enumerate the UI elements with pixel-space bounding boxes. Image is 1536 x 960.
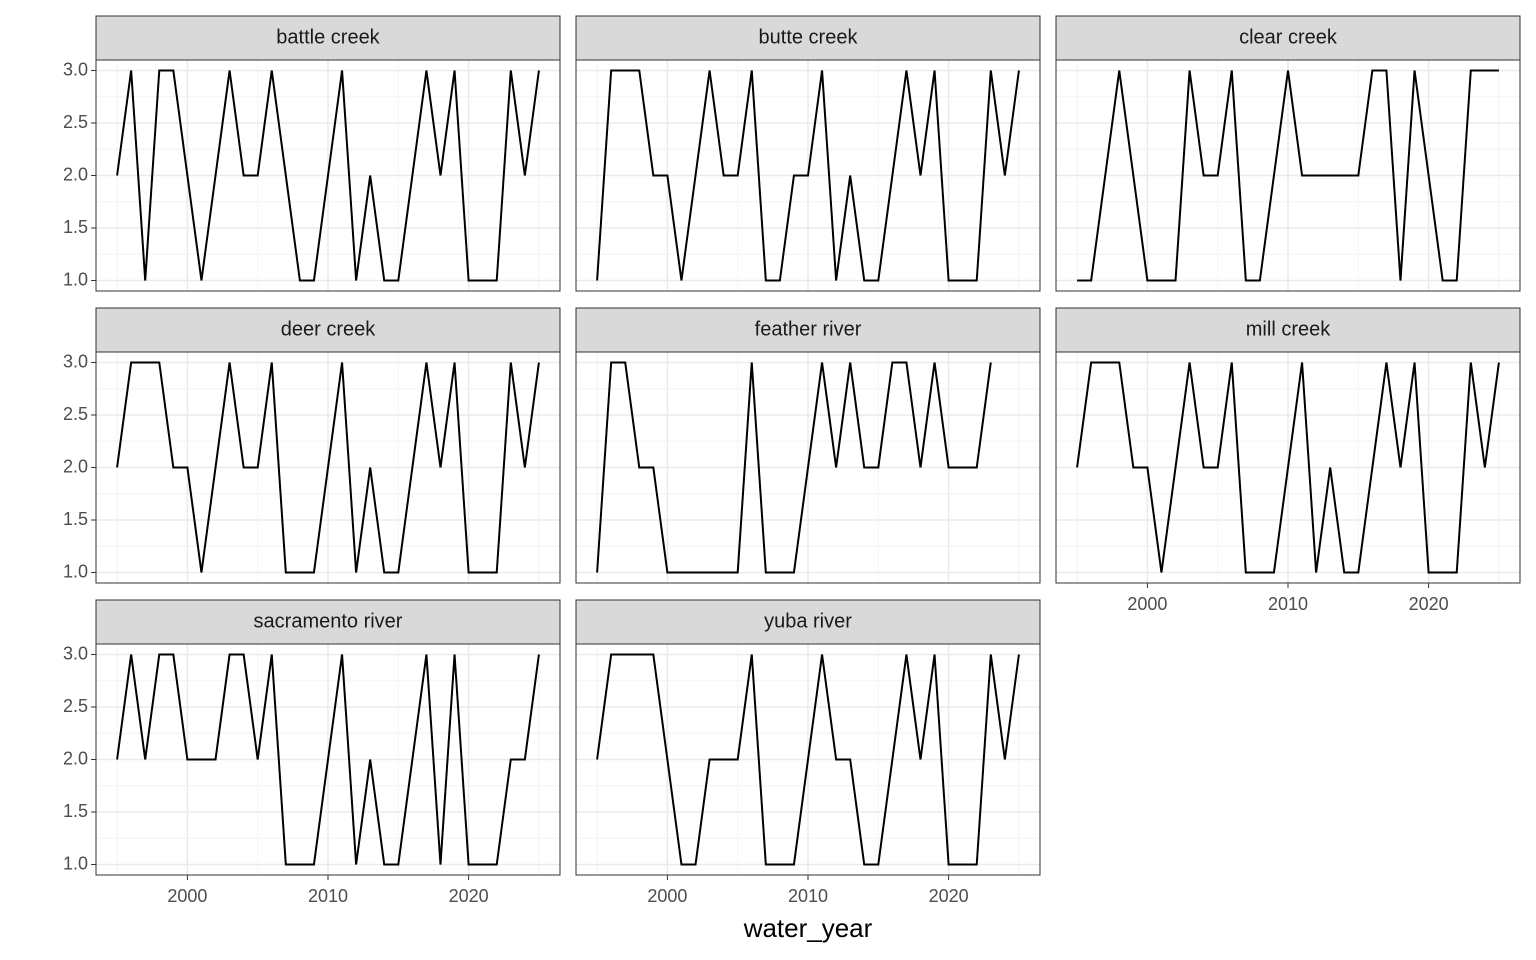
strip [1055,15,1521,61]
x-tick-label: 2020 [449,886,489,906]
y-tick-label: 1.0 [63,853,88,873]
data-line [1076,361,1500,574]
strip-label: battle creek [276,26,380,48]
strip [575,15,1041,61]
strip-label: feather river [755,318,862,340]
x-axis-label: water_year [743,913,873,943]
y-tick-label: 3.0 [63,59,88,79]
data-line [596,361,992,574]
y-tick-label: 1.5 [63,217,88,237]
strip [575,599,1041,645]
data-line [1077,69,1499,282]
strip-label: sacramento river [254,610,403,632]
strip [95,15,561,61]
data-line [596,69,1020,282]
data-line [116,361,540,574]
y-tick-label: 2.5 [63,404,88,424]
y-tick-label: 2.0 [63,164,88,184]
data-line [116,69,540,282]
y-tick-label: 2.5 [63,696,88,716]
x-tick-label: 2000 [1127,594,1167,614]
strip [95,307,561,353]
y-tick-label: 1.0 [63,561,88,581]
x-tick-label: 2020 [1409,594,1449,614]
strip-label: mill creek [1246,318,1331,340]
y-tick-label: 1.5 [63,801,88,821]
data-line [116,653,540,866]
x-tick-label: 2010 [1268,594,1308,614]
strip-label: butte creek [759,26,859,48]
y-tick-label: 1.0 [63,269,88,289]
y-tick-label: 1.5 [63,509,88,529]
strip-label: yuba river [764,610,852,632]
strip [1055,307,1521,353]
x-tick-label: 2010 [308,886,348,906]
data-line [596,653,1020,866]
y-tick-label: 3.0 [63,643,88,663]
strip-label: clear creek [1239,26,1338,48]
y-tick-label: 3.0 [63,351,88,371]
strip [575,307,1041,353]
strip-label: deer creek [281,318,376,340]
y-tick-label: 2.5 [63,112,88,132]
strip [95,599,561,645]
x-tick-label: 2010 [788,886,828,906]
y-tick-label: 2.0 [63,748,88,768]
y-tick-label: 2.0 [63,456,88,476]
x-tick-label: 2020 [929,886,969,906]
x-tick-label: 2000 [647,886,687,906]
x-tick-label: 2000 [167,886,207,906]
